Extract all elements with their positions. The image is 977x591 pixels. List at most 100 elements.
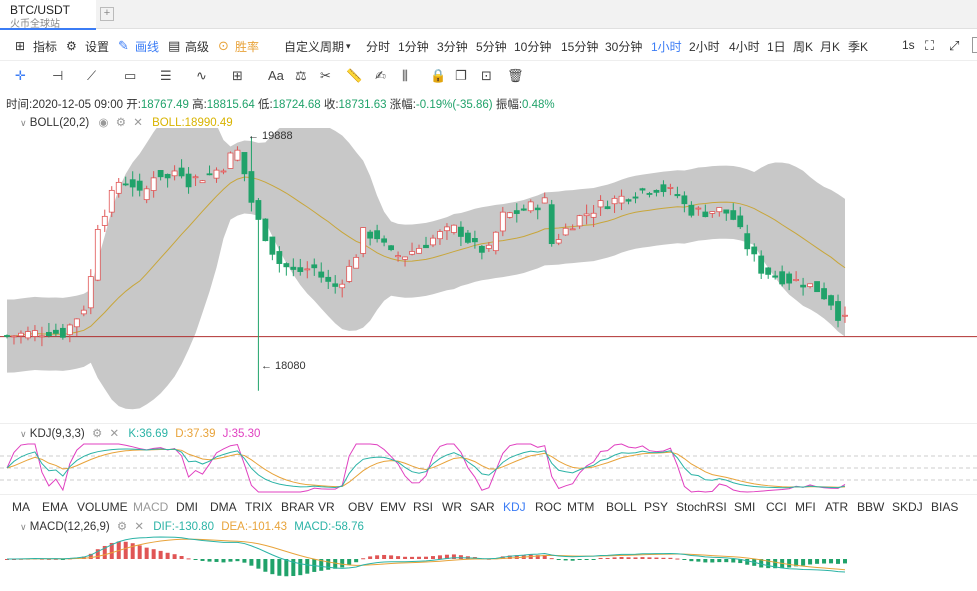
indicator-tab-roc[interactable]: ROC — [535, 500, 562, 514]
collapse-icon[interactable]: ∨ — [20, 522, 27, 532]
indicator-tab-psy[interactable]: PSY — [644, 500, 669, 514]
copy-icon[interactable]: ❐ — [455, 68, 467, 83]
indicator-tab-emv[interactable]: EMV — [380, 500, 407, 514]
period-5[interactable]: 15分钟 — [561, 40, 599, 54]
crosshair-icon[interactable]: ✛ — [15, 68, 26, 83]
advanced-button[interactable]: 高级 — [185, 40, 210, 54]
indicator-tab-mfi[interactable]: MFI — [795, 500, 816, 514]
horizontal-line-icon[interactable]: ⊣ — [52, 68, 64, 83]
close-icon[interactable]: ✕ — [134, 521, 145, 533]
ruler-tool-icon[interactable]: 📏 — [346, 68, 363, 83]
high-marker: ← 19888 — [248, 130, 293, 142]
fullscreen-icon[interactable]: ⤢ — [949, 38, 960, 53]
indicator-tab-wr[interactable]: WR — [442, 500, 462, 514]
channel-icon[interactable]: ☰ — [160, 68, 172, 83]
period-6[interactable]: 30分钟 — [605, 40, 643, 54]
indicator-tab-macd[interactable]: MACD — [133, 500, 169, 514]
indicator-tab-rsi[interactable]: RSI — [413, 500, 434, 514]
period-0[interactable]: 分时 — [366, 40, 391, 54]
indicators-button[interactable]: 指标 — [33, 40, 58, 54]
pattern-icon[interactable]: ⫼ — [402, 68, 408, 83]
indicator-tab-vr[interactable]: VR — [318, 500, 335, 514]
indicator-tab-dmi[interactable]: DMI — [176, 500, 198, 514]
period-3[interactable]: 5分钟 — [476, 40, 507, 54]
expand-icon[interactable]: ⛶ — [925, 38, 935, 53]
indicator-tab-skdj[interactable]: SKDJ — [892, 500, 923, 514]
period-11[interactable]: 周K — [793, 40, 814, 54]
indicator-tab-ema[interactable]: EMA — [42, 500, 69, 514]
period-1[interactable]: 1分钟 — [398, 40, 429, 54]
indicator-tab-ma[interactable]: MA — [12, 500, 30, 514]
custom-period-dropdown[interactable]: 自定义周期 — [284, 40, 345, 54]
indicator-tab-bias[interactable]: BIAS — [931, 500, 959, 514]
pen-icon[interactable]: ✍ — [375, 68, 386, 83]
tab-btc-usdt[interactable] — [0, 0, 96, 30]
text-icon[interactable]: Aa — [268, 68, 284, 83]
boll-title: BOLL(20,2) — [29, 117, 90, 129]
fib-icon[interactable]: ⚖ — [295, 68, 307, 83]
draw-button[interactable]: 画线 — [135, 40, 160, 54]
candle — [66, 323, 73, 343]
indicator-tab-kdj[interactable]: KDJ — [503, 500, 526, 514]
period-12[interactable]: 月K — [820, 40, 841, 54]
candle — [611, 195, 618, 213]
add-tab-button[interactable]: + — [100, 7, 114, 21]
indicator-tab-obv[interactable]: OBV — [348, 500, 374, 514]
period-10[interactable]: 1日 — [767, 40, 786, 54]
period-9[interactable]: 4小时 — [729, 40, 760, 54]
macd-chart[interactable] — [0, 533, 977, 591]
refresh-interval[interactable]: 1s — [902, 38, 915, 52]
macd-bar — [542, 554, 547, 559]
indicator-tab-volume[interactable]: VOLUME — [77, 500, 128, 514]
period-4[interactable]: 10分钟 — [514, 40, 552, 54]
macd-bar — [430, 556, 435, 559]
macd-bar — [361, 558, 366, 560]
indicator-tab-trix[interactable]: TRIX — [245, 500, 273, 514]
period-13[interactable]: 季K — [848, 40, 869, 54]
indicator-tab-bbw[interactable]: BBW — [857, 500, 885, 514]
price-chart[interactable] — [0, 128, 977, 423]
window-icon[interactable] — [972, 37, 977, 53]
macd-bar — [724, 559, 729, 563]
indicator-tab-cci[interactable]: CCI — [766, 500, 787, 514]
gear-icon[interactable]: ⚙ — [91, 428, 103, 440]
indicator-tab-smi[interactable]: SMI — [734, 500, 756, 514]
indicator-tab-dma[interactable]: DMA — [210, 500, 237, 514]
macd-bar — [591, 559, 596, 560]
screenshot-icon[interactable]: ⊡ — [481, 68, 492, 83]
candle — [381, 235, 388, 247]
close-icon[interactable]: ✕ — [109, 428, 120, 440]
indicator-tab-stochrsi[interactable]: StochRSI — [676, 500, 727, 514]
win-rate-button[interactable]: 胜率 — [235, 40, 260, 54]
gear-icon[interactable]: ⚙ — [115, 117, 127, 129]
indicator-tab-atr[interactable]: ATR — [825, 500, 849, 514]
collapse-icon[interactable]: ∨ — [20, 429, 27, 439]
settings-button[interactable]: 设置 — [85, 40, 110, 54]
period-2[interactable]: 3分钟 — [437, 40, 468, 54]
indicator-tab-boll[interactable]: BOLL — [606, 500, 637, 514]
kdj-d-value: D:37.39 — [175, 428, 216, 440]
period-8[interactable]: 2小时 — [689, 40, 720, 54]
wave-icon[interactable]: ∿ — [196, 68, 207, 83]
trash-icon[interactable]: 🗑 — [507, 68, 524, 83]
macd-bar — [46, 558, 51, 560]
rectangle-icon[interactable]: ▭ — [124, 68, 137, 83]
gear-icon[interactable]: ⚙ — [116, 521, 128, 533]
macd-bar — [382, 554, 387, 559]
kdj-chart[interactable] — [0, 440, 977, 495]
trend-line-icon[interactable]: ⟋ — [87, 68, 97, 83]
ohlc-info: 时间:2020-12-05 09:00 开:18767.49 高:18815.6… — [6, 99, 555, 111]
ruler-icon[interactable]: ✂ — [320, 68, 331, 83]
macd-bar — [410, 556, 415, 559]
macd-bar — [305, 559, 310, 574]
lock-icon[interactable]: 🔒 — [430, 68, 447, 83]
close-icon[interactable]: ✕ — [133, 117, 143, 129]
indicator-tab-mtm[interactable]: MTM — [567, 500, 595, 514]
period-7[interactable]: 1小时 — [651, 40, 682, 54]
indicator-tab-sar[interactable]: SAR — [470, 500, 495, 514]
collapse-icon[interactable]: ∨ — [20, 118, 27, 128]
candle — [283, 262, 290, 276]
eye-icon[interactable]: ◉ — [98, 117, 109, 129]
grid-icon[interactable]: ⊞ — [232, 68, 243, 83]
indicator-tab-brar[interactable]: BRAR — [281, 500, 315, 514]
